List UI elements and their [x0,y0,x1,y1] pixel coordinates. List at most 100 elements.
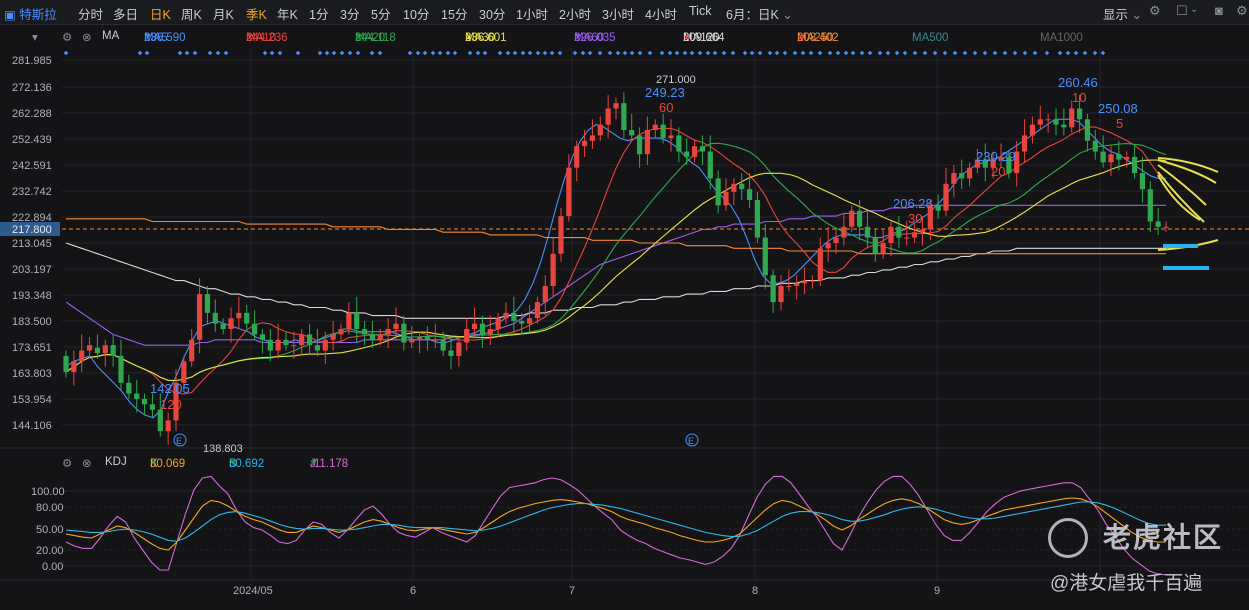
signal-marker [527,50,533,56]
price-axis: 281.985 272.136 262.288 252.439 242.591 … [12,55,52,432]
period-tab-2[interactable]: 日K [150,8,171,22]
period-tab-3[interactable]: 周K [181,8,202,22]
signal-marker [1012,50,1018,56]
period-tab-0[interactable]: 分时 [78,8,104,22]
period-tab-15[interactable]: 3小时 [602,8,634,22]
candle-body [605,108,611,125]
signal-marker [407,50,413,56]
signal-marker [377,50,383,56]
candle-body [1069,108,1075,128]
signal-marker [144,50,150,56]
candle-body [801,280,808,284]
signal-marker [422,50,428,56]
signal-marker [1044,50,1050,56]
candle-body [244,312,250,324]
annotation: 20 [991,164,1005,179]
signal-marker [877,50,883,56]
candle-body [259,334,266,340]
candle-body [165,420,171,432]
gear-icon[interactable]: ⚙ [1149,3,1161,18]
gear-icon[interactable]: ⚙ [62,32,73,44]
candle-body [511,312,517,321]
candle-body [841,226,847,238]
range-dropdown[interactable]: 6月：日K ⌄ [726,4,793,23]
candle-body [691,146,698,157]
ma-name: MA10 [246,32,277,44]
annotation: 10 [1072,90,1086,105]
candle-body [723,191,729,206]
candle-body [1021,135,1028,152]
period-tab-17[interactable]: Tick [689,4,712,18]
candle-body [1084,119,1091,141]
signal-marker [992,50,998,56]
period-tab-7[interactable]: 1分 [309,8,329,22]
close-icon[interactable]: ⊗ [82,32,92,44]
price-tick: 272.136 [12,82,52,94]
close-icon[interactable]: ⊗ [82,458,92,470]
kdj-arrow: ▼ [229,458,237,467]
candle-body [464,329,470,343]
price-tick: 193.348 [12,290,52,302]
period-tab-14[interactable]: 2小时 [559,8,591,22]
candle-body [959,173,965,179]
ma-value: 226.035 [574,32,616,44]
checkbox-icon[interactable]: ☐ [1176,3,1188,18]
chevron-down-icon[interactable]: ⌄ [1190,4,1199,15]
candle-body [283,339,289,346]
kdj-axis: 100.00 80.00 50.00 20.00 0.00 [31,486,1249,573]
candle-body [1147,189,1153,222]
candle-body [102,345,108,354]
signal-marker [542,50,548,56]
period-tab-11[interactable]: 15分 [441,8,468,22]
candle-body [872,237,878,254]
candle-body [888,226,894,243]
candle-body [71,361,77,373]
signal-marker [347,50,353,56]
candle-body [440,339,446,351]
candle-body [212,312,218,324]
candle-body [471,323,478,330]
symbol-dropdown[interactable]: ▣ 特斯拉 [4,4,57,23]
candle-body [754,199,761,238]
period-tab-4[interactable]: 月K [213,8,234,22]
ma-legend: ▾ ⚙ ⊗ MA MA5: 236.590 ▼ MA10: 244.236 ▼ MA… [32,30,1083,44]
vertical-grid [250,48,1101,580]
signal-marker [1100,50,1106,56]
candle-body [880,242,886,254]
candle-body [739,183,745,190]
period-tab-8[interactable]: 3分 [340,8,360,22]
current-price-badge [0,222,60,236]
gear-icon[interactable]: ⚙ [62,458,73,470]
signal-marker [177,50,183,56]
collapse-icon[interactable]: ▾ [32,32,38,44]
price-tick: 281.985 [12,55,52,67]
period-tab-6[interactable]: 年K [277,8,298,22]
display-dropdown[interactable]: 显示 ⌄ [1103,4,1142,23]
period-tab-16[interactable]: 4小时 [645,8,677,22]
ma-arrow: ▼ [144,32,152,41]
annotation: 260.46 [1058,75,1098,90]
candle-body [731,183,737,192]
settings-icon[interactable]: ⚙ [1236,3,1248,18]
period-tab-9[interactable]: 5分 [371,8,391,22]
camera-icon[interactable]: ◙ [1215,3,1223,18]
period-tab-1[interactable]: 多日 [113,8,139,22]
kdj-tick: 20.00 [36,545,64,557]
signal-marker [835,50,841,56]
period-tab-5[interactable]: 季K [246,8,267,22]
kdj-value: -11.178 [310,458,349,470]
ma-arrow: ▲ [797,32,805,41]
kdj-value: 30.069 [150,458,186,470]
period-tab-13[interactable]: 1小时 [516,8,548,22]
watermark-logo [1048,518,1088,558]
period-tab-12[interactable]: 30分 [479,8,506,22]
candle-body [181,361,187,383]
signal-marker [215,50,221,56]
candle-body [974,159,981,168]
candle-body [196,294,203,340]
signal-marker [207,50,213,56]
ma-line-ma30 [65,159,1167,382]
period-tab-10[interactable]: 10分 [403,8,430,22]
ma-name: MA5 [144,32,168,44]
